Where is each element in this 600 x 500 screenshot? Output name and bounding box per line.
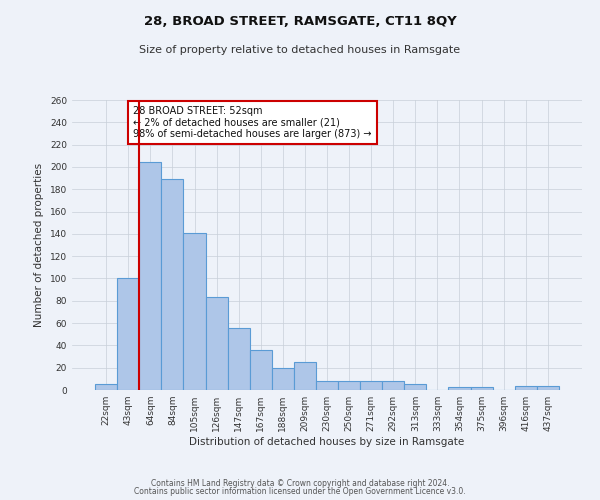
X-axis label: Distribution of detached houses by size in Ramsgate: Distribution of detached houses by size … bbox=[190, 437, 464, 447]
Text: 28 BROAD STREET: 52sqm
← 2% of detached houses are smaller (21)
98% of semi-deta: 28 BROAD STREET: 52sqm ← 2% of detached … bbox=[133, 106, 372, 139]
Bar bbox=[227, 328, 250, 390]
Bar bbox=[316, 381, 338, 390]
Text: Size of property relative to detached houses in Ramsgate: Size of property relative to detached ho… bbox=[139, 45, 461, 55]
Bar bbox=[448, 386, 470, 390]
Y-axis label: Number of detached properties: Number of detached properties bbox=[34, 163, 44, 327]
Text: Contains public sector information licensed under the Open Government Licence v3: Contains public sector information licen… bbox=[134, 488, 466, 496]
Bar bbox=[360, 381, 382, 390]
Bar bbox=[338, 381, 360, 390]
Bar bbox=[382, 381, 404, 390]
Bar bbox=[206, 298, 227, 390]
Bar bbox=[272, 368, 294, 390]
Bar bbox=[294, 362, 316, 390]
Bar bbox=[95, 384, 117, 390]
Text: Contains HM Land Registry data © Crown copyright and database right 2024.: Contains HM Land Registry data © Crown c… bbox=[151, 478, 449, 488]
Bar bbox=[139, 162, 161, 390]
Text: 28, BROAD STREET, RAMSGATE, CT11 8QY: 28, BROAD STREET, RAMSGATE, CT11 8QY bbox=[143, 15, 457, 28]
Bar bbox=[184, 232, 206, 390]
Bar bbox=[470, 386, 493, 390]
Bar bbox=[537, 386, 559, 390]
Bar bbox=[250, 350, 272, 390]
Bar bbox=[161, 179, 184, 390]
Bar bbox=[515, 386, 537, 390]
Bar bbox=[117, 278, 139, 390]
Bar bbox=[404, 384, 427, 390]
